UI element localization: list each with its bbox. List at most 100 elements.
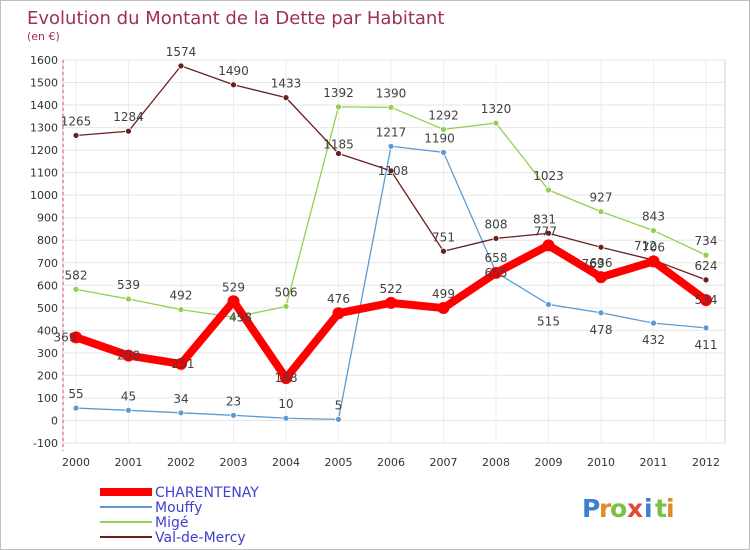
data-label: 751 [432,230,455,244]
data-point [440,125,447,133]
data-label: 251 [172,357,195,371]
x-tick-label: 2011 [640,456,668,469]
data-point [387,142,395,150]
data-label: 1217 [376,125,407,139]
data-label: 808 [485,217,508,231]
data-label: 831 [533,212,556,226]
data-point [440,247,447,255]
y-tick-label: 0 [51,414,58,427]
data-point [230,313,237,321]
y-tick-label: 300 [37,347,58,360]
data-point [650,227,657,234]
data-label: 843 [642,210,665,224]
data-label: 1574 [166,45,197,59]
data-label: 624 [695,259,718,273]
logo-letter: P [582,494,600,523]
data-label: 188 [275,371,298,385]
data-label: 1190 [424,131,455,145]
data-label: 1185 [323,137,354,151]
data-point [702,324,710,332]
x-tick-label: 2005 [325,456,353,469]
data-point [702,276,710,284]
data-point [280,372,292,385]
logo-letter: i [666,494,675,523]
data-label: 1265 [61,114,92,128]
data-point [282,303,290,310]
x-tick-label: 2006 [377,456,405,469]
data-point [125,295,132,303]
data-label: 45 [121,389,136,403]
x-tick-label: 2002 [167,456,195,469]
data-point [335,103,342,111]
data-point [122,349,135,362]
data-label: 1292 [428,108,459,122]
legend-label: Val-de-Mercy [155,530,246,546]
data-label: 658 [485,251,508,265]
data-label: 499 [432,287,455,301]
y-tick-label: 1300 [30,122,58,135]
data-point [597,208,605,216]
data-label: 369 [54,330,77,344]
data-label: 515 [537,314,560,328]
data-point [542,239,555,252]
data-point [175,357,187,370]
y-tick-label: 500 [37,302,58,315]
chart-subtitle: (en €) [27,30,60,43]
data-label: 5 [335,398,343,412]
data-label: 522 [380,282,403,296]
x-tick-label: 2001 [115,456,143,469]
data-point [282,94,290,102]
y-tick-label: 600 [37,279,58,292]
data-label: 582 [65,268,88,282]
data-label: 478 [590,323,613,337]
logo-letter: t [655,494,667,523]
data-point [177,409,185,417]
data-point [490,266,502,279]
data-point [335,415,342,423]
data-label: 539 [117,278,140,292]
data-point [387,103,395,111]
y-tick-label: 1500 [30,77,58,90]
data-label: 476 [327,292,350,306]
logo-letter: i [644,494,653,523]
y-tick-label: 1400 [30,99,58,112]
data-label: 55 [68,387,83,401]
y-tick-label: 800 [37,234,58,247]
data-label: 411 [695,338,718,352]
y-tick-label: 900 [37,212,58,225]
x-tick-label: 2010 [587,456,615,469]
data-point [440,148,447,156]
data-label: 23 [226,394,241,408]
data-point [227,295,240,308]
y-tick-label: 1200 [30,144,58,157]
y-tick-label: -100 [33,437,58,450]
data-point [332,307,345,320]
y-tick-label: 700 [37,257,58,270]
data-label: 432 [642,333,665,347]
y-tick-label: 1600 [30,54,58,67]
data-label: 927 [590,191,613,205]
legend-label: Migé [155,515,188,531]
x-tick-label: 2003 [220,456,248,469]
x-tick-label: 2008 [482,456,510,469]
data-point [230,411,237,419]
y-tick-label: 100 [37,392,58,405]
data-point [125,127,132,135]
data-label: 706 [642,240,665,254]
x-tick-label: 2012 [692,456,720,469]
data-label: 734 [695,234,718,248]
data-point [282,414,290,422]
data-point [700,294,712,307]
logo-letter: r [599,494,612,523]
logo-letter: o [610,494,627,523]
data-point [702,251,710,259]
data-point [72,285,80,293]
data-point [492,119,500,127]
legend-label: Mouffy [155,500,202,516]
data-point [72,132,80,139]
data-label: 777 [534,224,557,238]
data-point [545,229,552,237]
data-point [387,167,395,175]
